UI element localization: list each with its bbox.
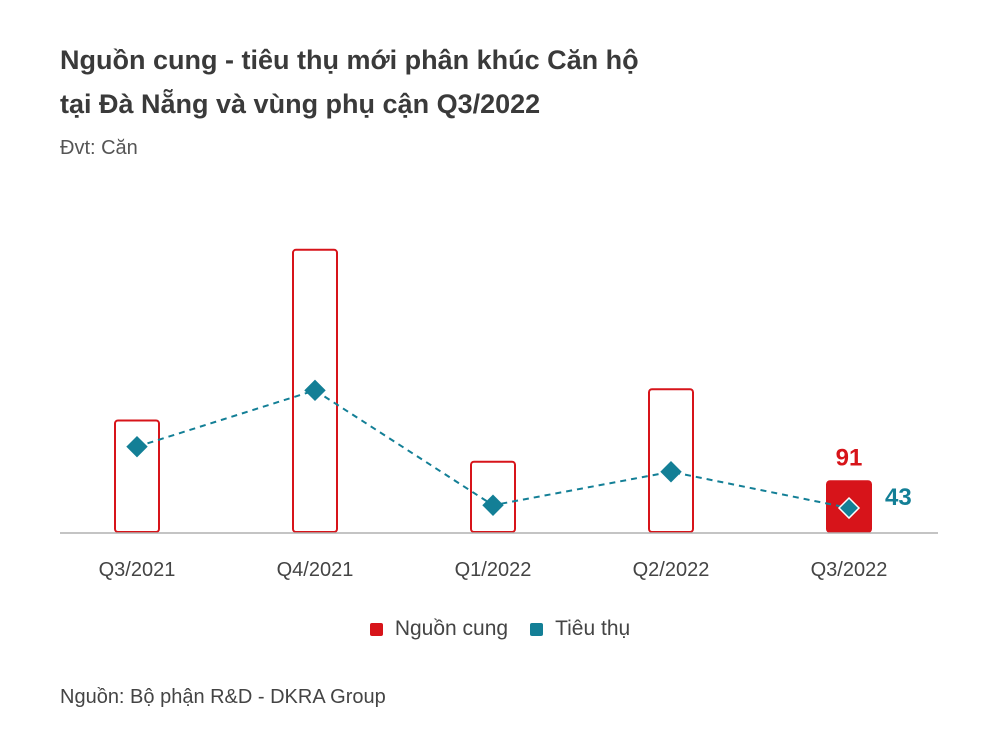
legend-label-sales: Tiêu thụ	[555, 617, 631, 640]
supply-bar-q3-2021	[114, 419, 160, 534]
sales-marker-q2-2022	[660, 461, 682, 483]
chart-title-line-2: tại Đà Nẵng và vùng phụ cận Q3/2022	[60, 89, 541, 119]
chart-title-line-1: Nguồn cung - tiêu thụ mới phân khúc Căn …	[60, 45, 639, 75]
chart-title: Nguồn cung - tiêu thụ mới phân khúc Căn …	[60, 38, 960, 126]
x-tick-label-q4-2021: Q4/2021	[277, 559, 354, 581]
x-tick-label-q3-2022: Q3/2022	[811, 559, 888, 581]
x-tick-label-q2-2022: Q2/2022	[633, 559, 710, 581]
unit-label: Đvt: Căn	[60, 137, 138, 159]
sales-marker-q3-2022	[837, 496, 861, 520]
legend-item-sales: Tiêu thụ	[530, 617, 630, 641]
sales-marker-q1-2022	[482, 494, 504, 516]
legend-item-supply: Nguồn cung	[369, 617, 509, 641]
legend-swatch-sales	[530, 622, 544, 636]
legend-swatch-supply	[369, 622, 383, 636]
x-tick-label-q3-2021: Q3/2021	[99, 559, 176, 581]
legend: Nguồn cung Tiêu thụ	[0, 617, 1000, 641]
supply-data-label: 91	[836, 444, 863, 471]
source-note: Nguồn: Bộ phận R&D - DKRA Group	[60, 686, 386, 708]
sales-data-label: 43	[885, 484, 912, 511]
x-tick-label-q1-2022: Q1/2022	[455, 559, 532, 581]
supply-bar-q2-2022	[648, 388, 694, 533]
sales-marker-q4-2021	[304, 379, 326, 402]
sales-marker-q3-2021	[126, 435, 148, 458]
legend-label-supply: Nguồn cung	[394, 617, 509, 640]
